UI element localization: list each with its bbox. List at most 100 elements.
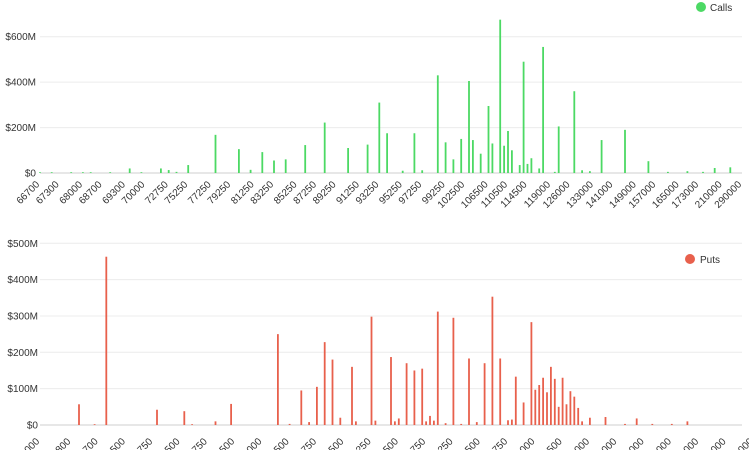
- bar-puts[interactable]: [581, 421, 583, 425]
- bar-calls[interactable]: [284, 159, 287, 173]
- bar-calls[interactable]: [413, 133, 416, 173]
- bar-puts[interactable]: [491, 296, 494, 425]
- bar-puts[interactable]: [78, 404, 80, 425]
- bar-puts[interactable]: [191, 424, 193, 425]
- bar-calls[interactable]: [323, 122, 326, 173]
- bar-calls[interactable]: [347, 148, 349, 173]
- bar-calls[interactable]: [175, 171, 178, 173]
- bar-puts[interactable]: [183, 411, 186, 425]
- bar-puts[interactable]: [374, 420, 377, 425]
- bar-calls[interactable]: [713, 168, 716, 173]
- bar-puts[interactable]: [538, 385, 541, 425]
- bar-calls[interactable]: [624, 129, 626, 173]
- bar-calls[interactable]: [507, 130, 509, 173]
- bar-puts[interactable]: [355, 421, 357, 425]
- bar-calls[interactable]: [386, 133, 388, 173]
- bar-puts[interactable]: [436, 311, 439, 425]
- bar-puts[interactable]: [214, 421, 217, 425]
- bar-calls[interactable]: [581, 170, 583, 173]
- bar-puts[interactable]: [670, 423, 673, 425]
- bar-calls[interactable]: [553, 171, 556, 173]
- bar-puts[interactable]: [397, 418, 400, 425]
- bar-puts[interactable]: [288, 423, 291, 425]
- bar-puts[interactable]: [553, 378, 556, 425]
- bar-calls[interactable]: [50, 172, 53, 173]
- bar-calls[interactable]: [89, 172, 92, 173]
- bar-puts[interactable]: [429, 415, 431, 425]
- bar-puts[interactable]: [483, 363, 486, 425]
- bar-calls[interactable]: [499, 19, 502, 173]
- bar-calls[interactable]: [530, 158, 533, 173]
- bar-puts[interactable]: [452, 317, 455, 425]
- bar-calls[interactable]: [70, 172, 73, 173]
- bar-puts[interactable]: [300, 390, 303, 425]
- bar-puts[interactable]: [468, 358, 470, 425]
- bar-puts[interactable]: [686, 421, 689, 425]
- bar-calls[interactable]: [538, 168, 541, 173]
- bar-calls[interactable]: [421, 170, 424, 173]
- bar-calls[interactable]: [167, 170, 170, 173]
- bar-puts[interactable]: [105, 256, 108, 425]
- bar-calls[interactable]: [444, 142, 447, 173]
- bar-puts[interactable]: [351, 366, 353, 425]
- bar-puts[interactable]: [156, 409, 158, 425]
- bar-calls[interactable]: [468, 81, 470, 173]
- bar-puts[interactable]: [405, 363, 408, 425]
- bar-calls[interactable]: [249, 169, 252, 173]
- bar-calls[interactable]: [304, 145, 307, 173]
- bar-puts[interactable]: [522, 402, 525, 425]
- bar-calls[interactable]: [140, 172, 143, 173]
- bar-puts[interactable]: [339, 417, 342, 425]
- bar-calls[interactable]: [366, 144, 369, 173]
- bar-calls[interactable]: [491, 143, 494, 173]
- bar-calls[interactable]: [238, 149, 240, 173]
- bar-calls[interactable]: [487, 105, 490, 173]
- bar-calls[interactable]: [160, 168, 162, 173]
- bar-puts[interactable]: [514, 376, 517, 425]
- bar-puts[interactable]: [444, 423, 447, 425]
- bar-puts[interactable]: [569, 391, 572, 425]
- bar-puts[interactable]: [651, 423, 654, 425]
- bar-puts[interactable]: [93, 424, 96, 425]
- bar-puts[interactable]: [550, 366, 552, 425]
- bar-puts[interactable]: [604, 417, 607, 425]
- bar-calls[interactable]: [729, 167, 732, 173]
- bar-calls[interactable]: [460, 138, 463, 173]
- bar-calls[interactable]: [667, 171, 669, 173]
- bar-puts[interactable]: [573, 396, 576, 425]
- bar-calls[interactable]: [109, 172, 112, 173]
- calls-legend[interactable]: Calls: [696, 2, 732, 14]
- bar-calls[interactable]: [600, 140, 603, 173]
- bar-puts[interactable]: [421, 368, 424, 425]
- bar-puts[interactable]: [425, 421, 427, 425]
- bar-calls[interactable]: [557, 126, 560, 173]
- bar-calls[interactable]: [686, 171, 689, 173]
- bar-puts[interactable]: [577, 407, 580, 425]
- bar-calls[interactable]: [511, 150, 513, 173]
- bar-puts[interactable]: [624, 423, 626, 425]
- bar-calls[interactable]: [436, 75, 439, 173]
- bar-puts[interactable]: [507, 420, 509, 425]
- bar-puts[interactable]: [433, 420, 435, 425]
- bar-calls[interactable]: [589, 171, 591, 173]
- bar-puts[interactable]: [230, 403, 232, 425]
- bar-calls[interactable]: [522, 61, 525, 174]
- bar-puts[interactable]: [308, 422, 310, 425]
- bar-puts[interactable]: [561, 377, 564, 425]
- bar-calls[interactable]: [479, 153, 482, 173]
- bar-calls[interactable]: [128, 168, 131, 173]
- bar-puts[interactable]: [370, 316, 373, 425]
- bar-puts[interactable]: [546, 392, 548, 425]
- bar-calls[interactable]: [573, 91, 576, 173]
- bar-puts[interactable]: [460, 423, 463, 425]
- bar-calls[interactable]: [273, 160, 275, 173]
- bar-calls[interactable]: [378, 102, 381, 173]
- bar-calls[interactable]: [401, 170, 404, 173]
- bar-calls[interactable]: [261, 152, 264, 173]
- bar-puts[interactable]: [530, 322, 533, 425]
- bar-puts[interactable]: [511, 419, 513, 425]
- bar-puts[interactable]: [323, 342, 326, 425]
- bar-puts[interactable]: [499, 358, 502, 425]
- bar-calls[interactable]: [472, 140, 474, 173]
- bar-calls[interactable]: [82, 172, 84, 173]
